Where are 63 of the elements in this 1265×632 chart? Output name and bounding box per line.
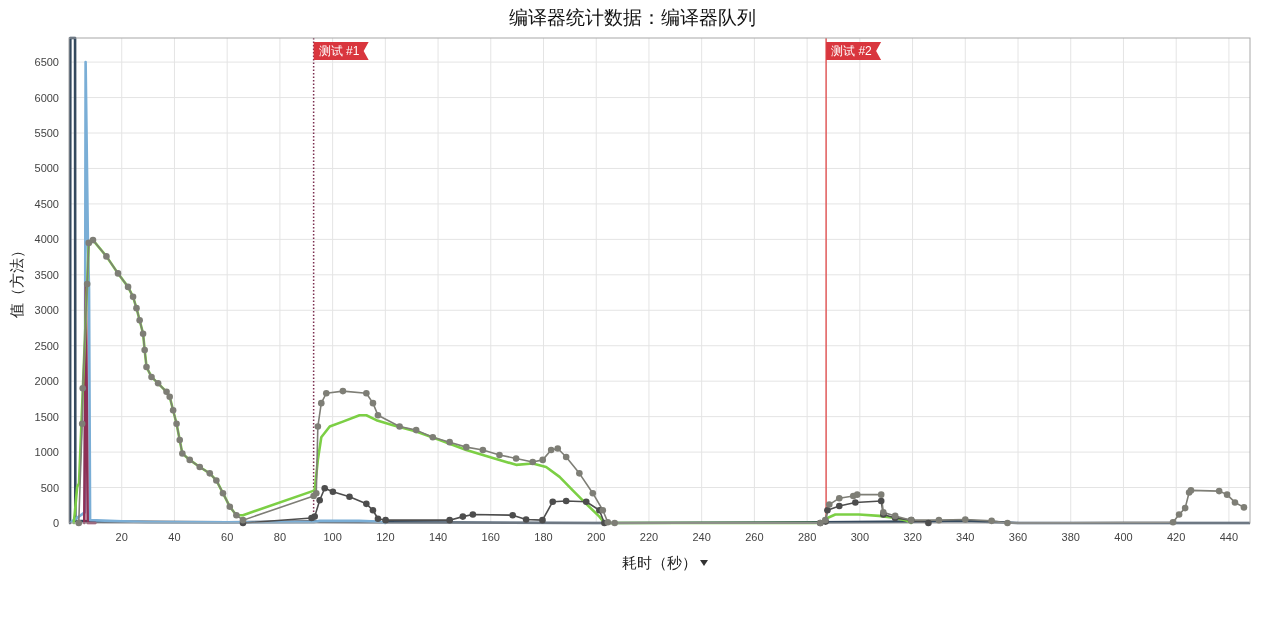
x-tick-label: 300 (850, 531, 870, 543)
x-tick-label: 200 (587, 531, 606, 543)
point (382, 516, 389, 524)
x-tick-label: 160 (481, 531, 500, 543)
y-tick-label: 3500 (34, 268, 59, 281)
ref-line-label: 测试 #1 (318, 44, 360, 58)
point (346, 493, 353, 501)
x-tick-label: 440 (1219, 531, 1239, 543)
y-tick-label: 1500 (34, 410, 59, 423)
y-axis-title: 值（方法） (8, 243, 26, 318)
point (539, 516, 546, 524)
x-tick-label: 140 (428, 531, 448, 543)
y-tick-label: 4000 (34, 233, 59, 246)
y-tick-label: 3000 (34, 304, 59, 317)
y-tick-label: 5500 (34, 127, 59, 140)
point (316, 497, 323, 504)
x-tick-label: 380 (1061, 531, 1080, 543)
x-tick-label: 400 (1114, 531, 1133, 543)
point (509, 511, 516, 519)
x-axis-title: 耗时（秒） (622, 554, 697, 572)
point (522, 516, 530, 523)
point (446, 516, 453, 524)
x-tick-label: 180 (534, 531, 553, 543)
point (374, 515, 382, 523)
point (852, 499, 859, 506)
x-tick-label: 60 (221, 531, 234, 543)
x-tick-label: 80 (273, 531, 287, 543)
point (363, 500, 370, 508)
x-tick-label: 260 (745, 531, 764, 543)
point (469, 511, 477, 518)
point (877, 497, 885, 505)
y-tick-label: 2000 (34, 375, 59, 388)
x-tick-label: 120 (376, 531, 395, 543)
point (562, 497, 570, 505)
x-tick-label: 340 (956, 531, 975, 543)
y-tick-label: 5000 (34, 162, 59, 175)
x-tick-label: 320 (903, 531, 922, 543)
point (582, 498, 590, 506)
point (835, 502, 843, 510)
point (549, 498, 557, 506)
point (321, 484, 329, 492)
x-tick-label: 40 (168, 531, 181, 543)
y-tick-label: 2500 (34, 339, 59, 352)
ref-line-label: 测试 #2 (831, 44, 873, 58)
x-tick-label: 240 (692, 531, 711, 543)
chart-title: 编译器统计数据：编译器队列 (509, 6, 756, 28)
x-tick-label: 360 (1008, 531, 1028, 543)
point (369, 506, 377, 514)
x-tick-label: 420 (1167, 531, 1186, 543)
point (925, 519, 932, 527)
y-tick-label: 6000 (34, 91, 59, 104)
x-tick-label: 20 (115, 531, 128, 543)
y-tick-label: 4500 (34, 197, 59, 210)
x-tick-label: 220 (639, 531, 659, 543)
point (824, 506, 831, 514)
y-tick-label: 1000 (34, 446, 59, 459)
x-tick-label: 100 (323, 531, 342, 543)
point (459, 513, 467, 520)
y-tick-label: 6500 (34, 56, 59, 69)
x-tick-label: 280 (797, 531, 817, 543)
y-tick-label: 0 (52, 517, 59, 529)
point (329, 488, 337, 496)
y-tick-label: 500 (40, 481, 59, 494)
